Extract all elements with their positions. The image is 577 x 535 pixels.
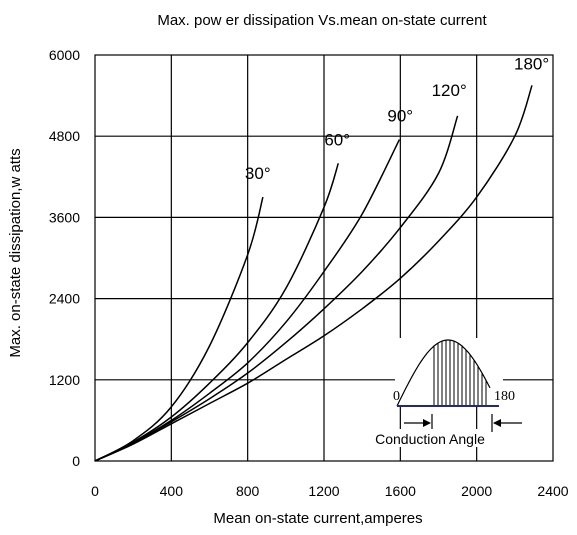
inset-left-arrowhead — [423, 419, 431, 427]
inset-right-arrowhead — [493, 419, 501, 427]
y-tick-label: 3600 — [49, 209, 80, 225]
inset-hatch-lines — [433, 340, 487, 406]
series-label: 120° — [432, 81, 467, 100]
x-tick-label: 2400 — [537, 483, 568, 499]
series-label: 30° — [245, 164, 271, 183]
chart-title: Max. pow er dissipation Vs.mean on-state… — [157, 12, 487, 29]
y-axis-label: Max. on-state dissipation,w atts — [7, 148, 24, 357]
y-tick-label: 1200 — [49, 372, 80, 388]
series-line — [94, 115, 459, 462]
y-tick-label: 2400 — [49, 291, 80, 307]
series-line — [94, 85, 533, 462]
x-tick-labels: 0 400 800 1200 1600 2000 2400 — [91, 483, 569, 499]
y-tick-label: 6000 — [49, 47, 80, 63]
x-tick-label: 2000 — [461, 483, 492, 499]
series-line — [94, 196, 264, 462]
x-tick-label: 1600 — [385, 483, 416, 499]
x-tick-label: 1200 — [308, 483, 339, 499]
series-label: 90° — [387, 107, 413, 126]
grid-lines — [95, 55, 553, 461]
inset-180-label: 180 — [494, 389, 515, 404]
series-label: 60° — [324, 130, 350, 149]
series-label: 180° — [514, 54, 549, 73]
inset-caption-bg — [368, 429, 490, 447]
conduction-angle-inset: 0 180 Conduction Angle — [368, 338, 522, 447]
series-line — [94, 163, 340, 462]
y-tick-label: 0 — [72, 453, 80, 469]
y-tick-label: 4800 — [49, 128, 80, 144]
x-tick-label: 0 — [91, 483, 99, 499]
x-axis-label: Mean on-state current,amperes — [213, 510, 422, 527]
inset-zero-label: 0 — [393, 389, 400, 404]
inset-caption: Conduction Angle — [375, 431, 485, 447]
series-labels: 30° 60° 90° 120° 180° — [245, 54, 549, 183]
y-tick-labels: 0 1200 2400 3600 4800 6000 — [49, 47, 80, 469]
inset-background — [395, 338, 503, 406]
inset-sine-wave — [396, 339, 491, 407]
x-tick-label: 400 — [160, 483, 184, 499]
series-curves — [94, 85, 533, 462]
x-tick-label: 800 — [236, 483, 260, 499]
plot-frame — [94, 54, 554, 462]
